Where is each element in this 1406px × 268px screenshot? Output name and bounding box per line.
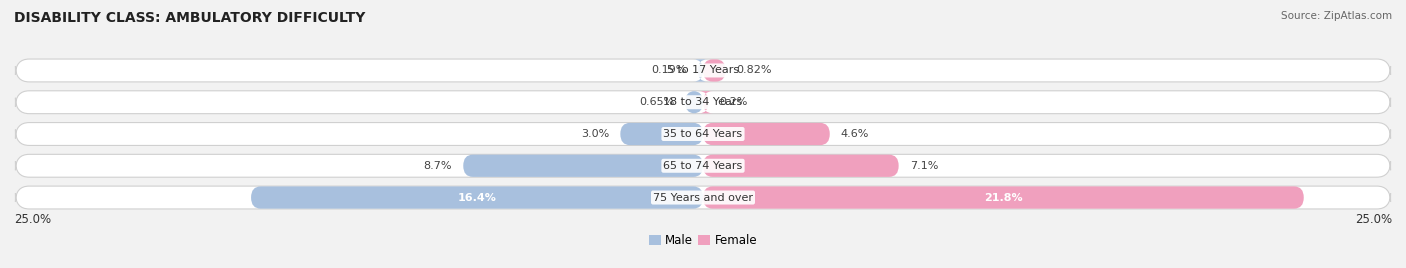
Text: 21.8%: 21.8% <box>984 192 1022 203</box>
FancyBboxPatch shape <box>703 155 898 177</box>
Legend: Male, Female: Male, Female <box>644 229 762 252</box>
FancyBboxPatch shape <box>15 122 1391 146</box>
FancyBboxPatch shape <box>703 123 830 145</box>
FancyBboxPatch shape <box>15 186 1391 209</box>
Text: 0.82%: 0.82% <box>737 65 772 76</box>
Text: 0.19%: 0.19% <box>651 65 686 76</box>
Text: 35 to 64 Years: 35 to 64 Years <box>664 129 742 139</box>
Text: 16.4%: 16.4% <box>457 192 496 203</box>
Text: Source: ZipAtlas.com: Source: ZipAtlas.com <box>1281 11 1392 21</box>
FancyBboxPatch shape <box>699 91 713 113</box>
Text: 75 Years and over: 75 Years and over <box>652 192 754 203</box>
FancyBboxPatch shape <box>15 154 1391 177</box>
FancyBboxPatch shape <box>703 59 725 81</box>
Text: 0.65%: 0.65% <box>638 97 673 107</box>
Text: 5 to 17 Years: 5 to 17 Years <box>666 65 740 76</box>
Text: 0.2%: 0.2% <box>720 97 748 107</box>
Text: 18 to 34 Years: 18 to 34 Years <box>664 97 742 107</box>
Text: 25.0%: 25.0% <box>14 213 51 226</box>
Text: 25.0%: 25.0% <box>1355 213 1392 226</box>
FancyBboxPatch shape <box>620 123 703 145</box>
Text: DISABILITY CLASS: AMBULATORY DIFFICULTY: DISABILITY CLASS: AMBULATORY DIFFICULTY <box>14 11 366 25</box>
Text: 3.0%: 3.0% <box>581 129 609 139</box>
FancyBboxPatch shape <box>15 91 1391 114</box>
Text: 4.6%: 4.6% <box>841 129 869 139</box>
FancyBboxPatch shape <box>463 155 703 177</box>
FancyBboxPatch shape <box>685 91 703 113</box>
FancyBboxPatch shape <box>15 59 1391 82</box>
Text: 7.1%: 7.1% <box>910 161 938 171</box>
FancyBboxPatch shape <box>252 187 703 209</box>
FancyBboxPatch shape <box>703 187 1303 209</box>
Text: 65 to 74 Years: 65 to 74 Years <box>664 161 742 171</box>
Text: 8.7%: 8.7% <box>423 161 453 171</box>
FancyBboxPatch shape <box>693 59 707 81</box>
